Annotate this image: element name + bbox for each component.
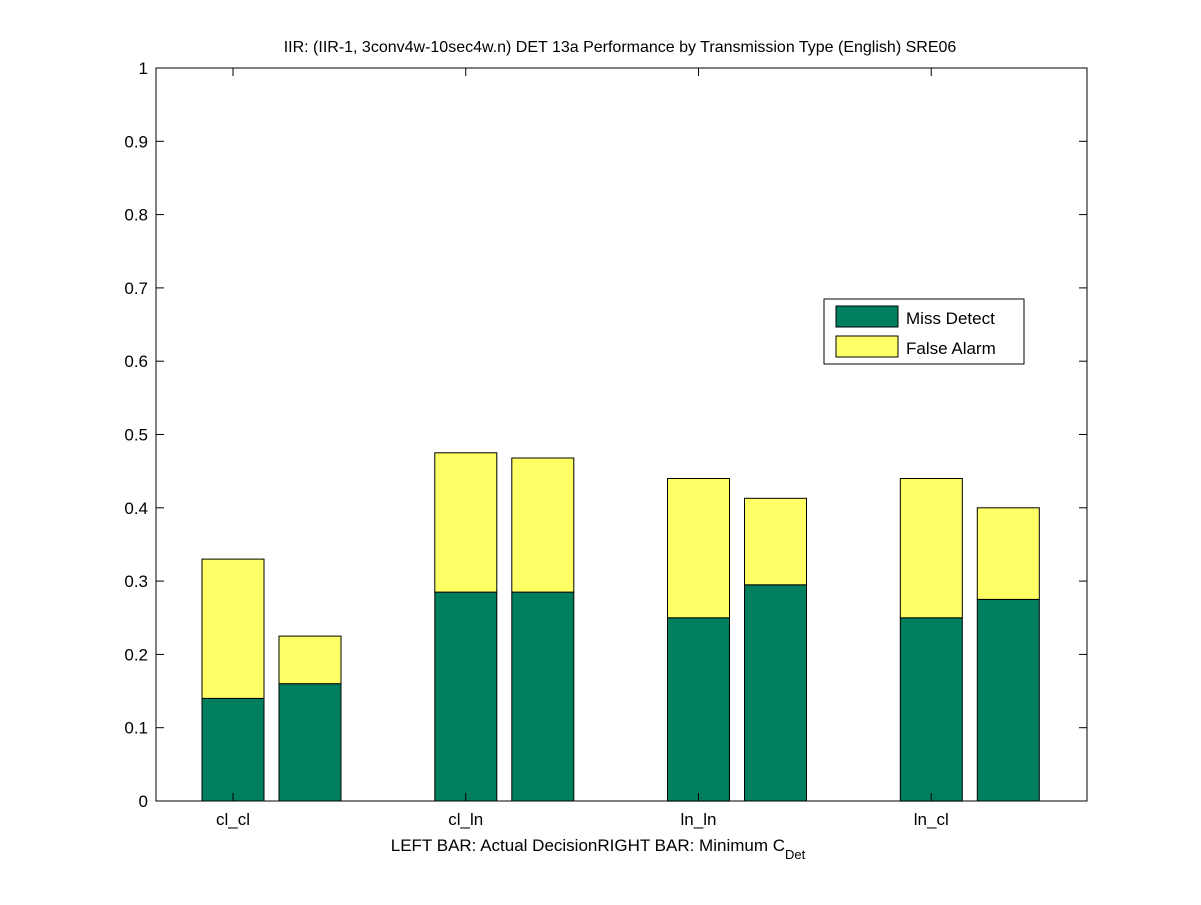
bar-cl_ln-min-false-alarm — [511, 457, 575, 593]
bar-ln_cl-actual-false-alarm — [899, 478, 963, 619]
y-tick-label: 0.2 — [124, 645, 148, 664]
y-tick-label: 0.4 — [124, 499, 148, 518]
y-tick-label: 0 — [139, 792, 148, 811]
plot-area-frame — [155, 67, 1088, 802]
bar-ln_ln-min-false-alarm — [744, 497, 807, 586]
bar-cl_cl-actual-false-alarm — [201, 558, 265, 699]
x-axis-label: LEFT BAR: Actual DecisionRIGHT BAR: Mini… — [391, 836, 806, 862]
x-axis-label-right: RIGHT BAR: Minimum C — [597, 836, 785, 855]
bar-ln_cl-min-false-alarm — [976, 507, 1040, 600]
axis-ticks-group — [156, 67, 1087, 802]
y-tick-label: 0.9 — [124, 132, 148, 151]
bar-ln_ln-min-miss-detect — [744, 584, 807, 802]
x-tick-label-ln_cl: ln_cl — [914, 810, 949, 829]
bar-cl_ln-actual-false-alarm — [434, 452, 498, 593]
x-tick-label-cl_cl: cl_cl — [216, 810, 250, 829]
bar-ln_ln-actual-miss-detect — [667, 617, 730, 802]
bar-cl_cl-min-false-alarm — [278, 635, 342, 685]
y-tick-label: 1 — [139, 59, 148, 78]
x-axis-label-left: LEFT BAR: Actual Decision — [391, 836, 598, 855]
bar-cl_ln-min-miss-detect — [511, 591, 575, 802]
bar-ln_cl-actual-miss-detect — [899, 617, 963, 802]
legend-label-false-alarm: False Alarm — [906, 339, 996, 358]
x-axis-label-subscript: Det — [785, 847, 806, 862]
chart-title: IIR: (IIR-1, 3conv4w-10sec4w.n) DET 13a … — [284, 39, 957, 56]
legend-swatch-false-alarm — [835, 335, 899, 358]
y-tick-label: 0.1 — [124, 719, 148, 738]
legend: Miss Detect False Alarm — [823, 298, 1025, 365]
x-tick-labels: cl_cl cl_ln ln_ln ln_cl — [216, 810, 949, 829]
legend-label-miss-detect: Miss Detect — [906, 309, 995, 328]
bar-cl_ln-actual-miss-detect — [434, 591, 498, 802]
bars-group — [201, 452, 1040, 802]
y-tick-label: 0.5 — [124, 426, 148, 445]
bar-cl_cl-min-miss-detect — [278, 683, 342, 802]
y-tick-label: 0.3 — [124, 572, 148, 591]
x-tick-label-ln_ln: ln_ln — [681, 810, 717, 829]
y-tick-label: 0.7 — [124, 279, 148, 298]
bar-ln_cl-min-miss-detect — [976, 598, 1040, 802]
bar-ln_ln-actual-false-alarm — [667, 478, 730, 619]
legend-swatch-miss-detect — [835, 305, 899, 328]
x-tick-label-cl_ln: cl_ln — [448, 810, 483, 829]
y-tick-label: 0.8 — [124, 206, 148, 225]
y-tick-labels: 0 0.1 0.2 0.3 0.4 0.5 0.6 0.7 0.8 0.9 1 — [124, 59, 148, 811]
bar-cl_cl-actual-miss-detect — [201, 697, 265, 802]
y-tick-label: 0.6 — [124, 352, 148, 371]
